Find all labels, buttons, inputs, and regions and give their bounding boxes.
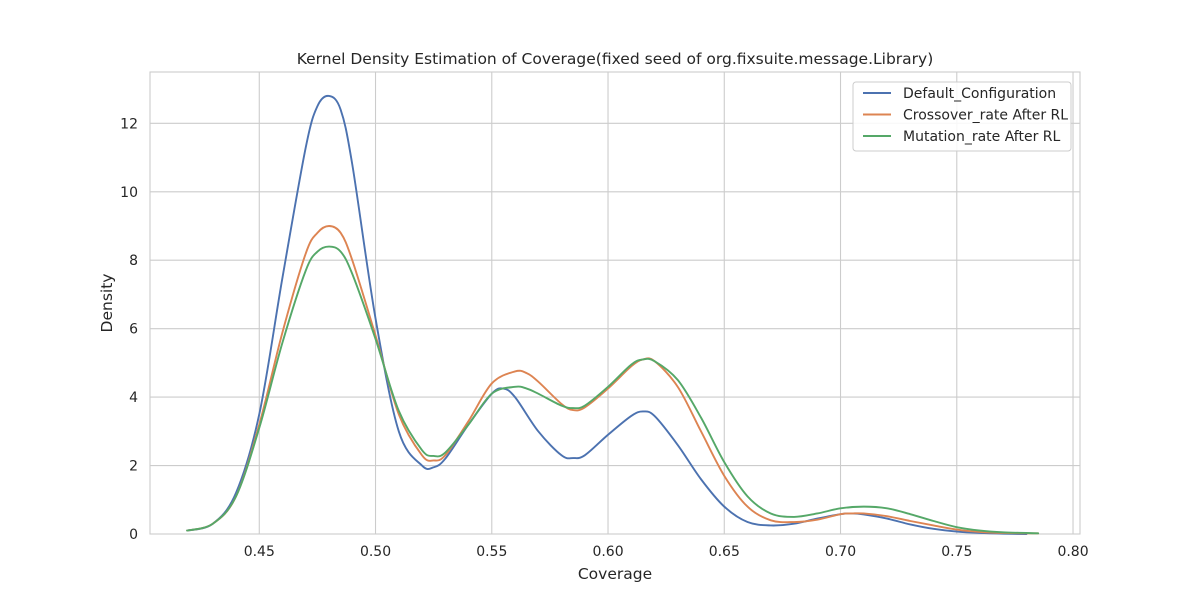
y-tick-label: 8 — [129, 253, 138, 269]
plot-frame — [149, 71, 1081, 535]
x-tick-label: 0.75 — [941, 544, 972, 560]
x-tick-labels: 0.45 0.50 0.55 0.60 0.65 0.70 0.75 0.80 — [244, 544, 1089, 560]
legend-label: Default_Configuration — [903, 86, 1056, 102]
series-line-mutation-rate-after-rl — [186, 245, 1040, 535]
x-tick-label: 0.80 — [1057, 544, 1088, 560]
series-line-default-configuration — [186, 94, 1028, 535]
x-tick-label: 0.60 — [592, 544, 623, 560]
legend-label: Mutation_rate After RL — [903, 129, 1061, 145]
y-tick-label: 12 — [120, 116, 138, 132]
x-tick-label: 0.65 — [709, 544, 740, 560]
legend: Default_Configuration Crossover_rate Afte… — [852, 81, 1072, 152]
y-tick-label: 10 — [120, 185, 138, 201]
y-tick-label: 4 — [129, 390, 138, 406]
legend-box — [852, 81, 1072, 152]
series-layer — [186, 94, 1040, 535]
grid-lines — [150, 72, 1080, 535]
x-axis-label: Coverage — [578, 565, 652, 583]
y-tick-label: 6 — [129, 322, 138, 338]
y-tick-label: 0 — [129, 527, 138, 543]
y-tick-label: 2 — [129, 459, 138, 475]
x-tick-label: 0.50 — [360, 544, 391, 560]
y-tick-labels: 0 2 4 6 8 10 12 — [120, 116, 138, 543]
x-tick-label: 0.55 — [476, 544, 507, 560]
series-line-crossover-rate-after-rl — [186, 225, 1040, 535]
chart-title: Kernel Density Estimation of Coverage(fi… — [297, 50, 934, 68]
x-tick-label: 0.45 — [244, 544, 275, 560]
legend-label: Crossover_rate After RL — [903, 108, 1068, 124]
y-axis-label: Density — [98, 274, 116, 333]
x-tick-label: 0.70 — [825, 544, 856, 560]
